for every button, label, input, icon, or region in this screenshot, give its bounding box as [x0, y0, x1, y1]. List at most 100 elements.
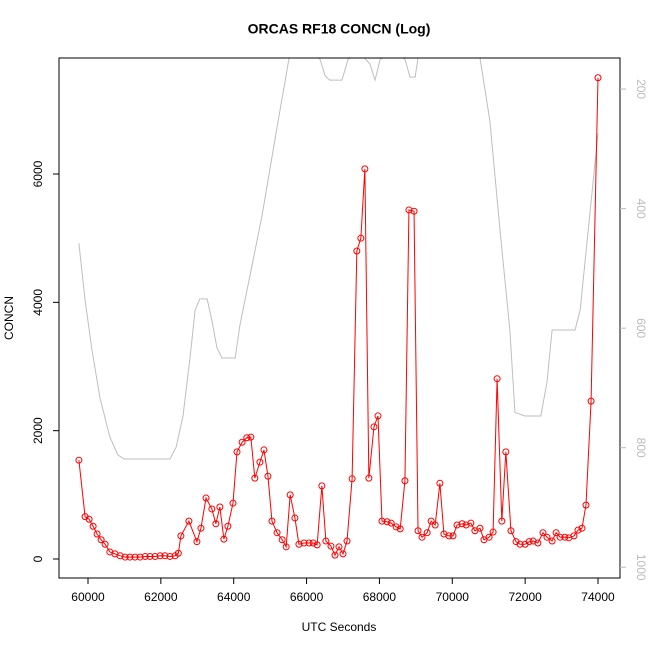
data-point: [534, 539, 542, 547]
x-tick-label: 74000: [581, 590, 615, 604]
data-point: [264, 472, 272, 480]
data-point: [476, 524, 484, 532]
data-point: [282, 543, 290, 551]
data-point: [300, 539, 308, 547]
x-tick-label: 72000: [508, 590, 542, 604]
data-point: [75, 456, 83, 464]
data-point: [260, 446, 268, 454]
data-point: [247, 433, 255, 441]
data-point: [516, 540, 524, 548]
data-point: [309, 539, 317, 547]
data-point: [295, 540, 303, 548]
data-point: [582, 501, 590, 509]
y2-tick-label: 200: [634, 79, 648, 99]
x-tick-label: 62000: [144, 590, 178, 604]
data-point: [220, 535, 228, 543]
data-point: [458, 520, 466, 528]
y-axis-label: CONCN: [2, 296, 16, 340]
data-point: [193, 538, 201, 546]
data-point: [251, 474, 259, 482]
data-point: [97, 536, 105, 544]
data-point: [418, 533, 426, 541]
data-point: [229, 499, 237, 507]
x-tick-label: 68000: [363, 590, 397, 604]
data-point: [256, 458, 264, 466]
data-point: [365, 474, 373, 482]
data-point: [343, 537, 351, 545]
data-point: [405, 206, 413, 214]
data-point: [548, 537, 556, 545]
data-point: [445, 532, 453, 540]
data-point: [529, 537, 537, 545]
data-point: [370, 423, 378, 431]
data-point: [238, 438, 246, 446]
data-point: [539, 529, 547, 537]
data-point: [574, 526, 582, 534]
data-point: [467, 519, 475, 527]
data-point: [543, 533, 551, 541]
data-point: [161, 552, 169, 560]
data-point: [212, 520, 220, 528]
y-tick-label: 6000: [31, 160, 45, 187]
data-point: [136, 553, 144, 561]
data-point: [578, 524, 586, 532]
data-point: [525, 538, 533, 546]
data-point: [174, 549, 182, 557]
data-point: [453, 521, 461, 529]
data-point: [126, 553, 134, 561]
data-point: [166, 552, 174, 560]
data-point: [116, 552, 124, 560]
data-point: [85, 515, 93, 523]
data-point: [291, 514, 299, 522]
data-point: [357, 234, 365, 242]
y-tick-label: 4000: [31, 289, 45, 316]
y2-tick-label: 1000: [634, 554, 648, 581]
data-point: [286, 491, 294, 499]
data-point: [427, 517, 435, 525]
data-point: [141, 552, 149, 560]
data-point: [353, 247, 361, 255]
data-point: [273, 529, 281, 537]
x-tick-label: 64000: [217, 590, 251, 604]
data-point: [449, 532, 457, 540]
data-point: [392, 523, 400, 531]
data-point: [318, 482, 326, 490]
data-point: [401, 477, 409, 485]
data-point: [410, 207, 418, 215]
data-point: [197, 524, 205, 532]
data-point: [594, 74, 602, 82]
data-point: [485, 533, 493, 541]
data-point: [331, 551, 339, 559]
data-point: [185, 517, 193, 525]
data-point: [374, 412, 382, 420]
data-point: [156, 552, 164, 560]
data-point: [561, 533, 569, 541]
data-point: [378, 517, 386, 525]
data-point: [552, 529, 560, 537]
data-point: [502, 448, 510, 456]
data-point: [327, 542, 335, 550]
data-point: [313, 541, 321, 549]
y-tick-label: 2000: [31, 417, 45, 444]
plot-area: [75, 58, 602, 561]
data-point: [233, 448, 241, 456]
data-point: [243, 434, 251, 442]
data-point: [202, 494, 210, 502]
data-point: [208, 505, 216, 513]
y2-tick-label: 600: [634, 318, 648, 338]
x-tick-label: 66000: [290, 590, 324, 604]
y2-tick-label: 400: [634, 199, 648, 219]
data-point: [93, 530, 101, 538]
data-point: [507, 527, 515, 535]
chart-title: ORCAS RF18 CONCN (Log): [248, 21, 431, 37]
data-point: [278, 536, 286, 544]
data-point: [587, 397, 595, 405]
y2-tick-label: 800: [634, 438, 648, 458]
data-point: [431, 521, 439, 529]
data-point: [556, 533, 564, 541]
data-point: [383, 518, 391, 526]
data-point: [322, 537, 330, 545]
data-point: [216, 503, 224, 511]
